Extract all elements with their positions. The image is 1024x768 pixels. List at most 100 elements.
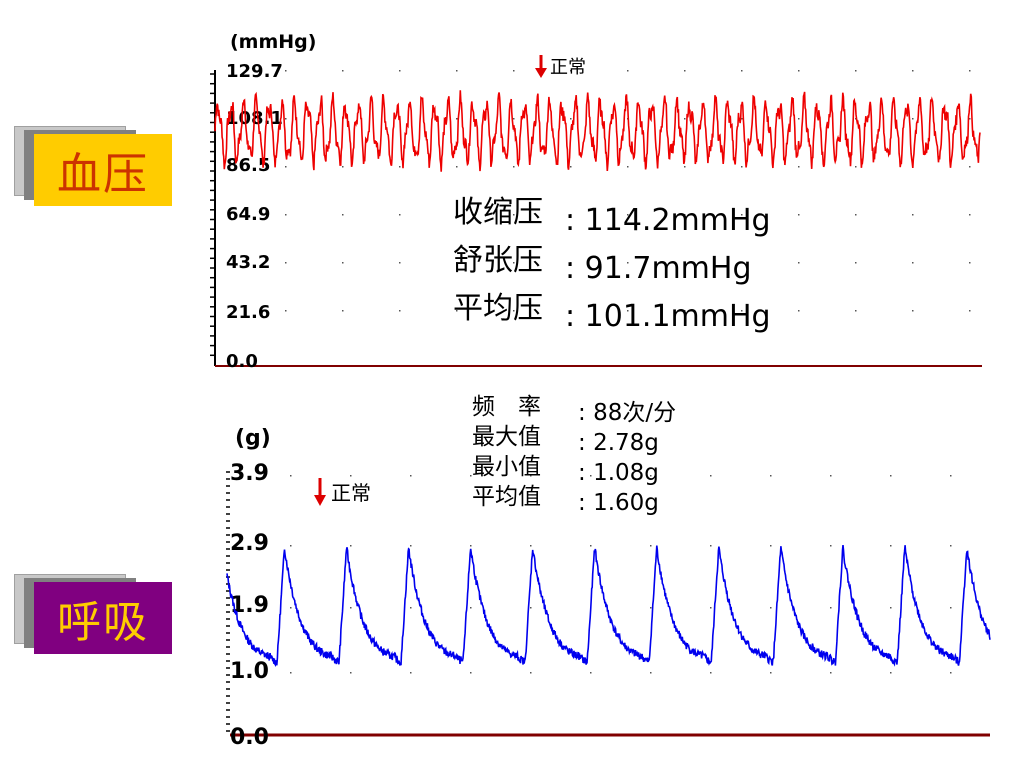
grid-dot	[969, 214, 971, 216]
grid-dot	[650, 545, 652, 547]
grid-dot	[470, 545, 472, 547]
grid-dot	[741, 262, 743, 264]
grid-dot	[684, 70, 686, 72]
resp-unit-label: (g)	[235, 426, 271, 451]
grid-dot	[830, 475, 832, 477]
grid-dot	[285, 310, 287, 312]
grid-dot	[684, 118, 686, 120]
resp-status-marker: 正常	[314, 478, 371, 506]
grid-dot	[290, 475, 292, 477]
bp-label-box: 血压	[14, 126, 172, 206]
down-arrow-icon	[535, 68, 547, 78]
grid-dot	[285, 70, 287, 72]
grid-dot	[399, 262, 401, 264]
resp-stat-label: 最小值	[472, 454, 541, 480]
resp-tick-label: 2.9	[230, 531, 269, 556]
grid-dot	[285, 214, 287, 216]
grid-dot	[350, 672, 352, 674]
grid-dot	[830, 672, 832, 674]
grid-dot	[650, 475, 652, 477]
grid-dot	[350, 607, 352, 609]
resp-tick-label: 1.0	[230, 659, 269, 684]
grid-dot	[456, 70, 458, 72]
grid-dot	[830, 545, 832, 547]
grid-dot	[350, 475, 352, 477]
resp-label-box: 呼吸	[14, 574, 172, 654]
grid-dot	[290, 672, 292, 674]
grid-dot	[770, 475, 772, 477]
grid-dot	[285, 166, 287, 168]
bp-stat-value: : 101.1mmHg	[565, 299, 771, 334]
grid-dot	[570, 262, 572, 264]
grid-dot	[741, 166, 743, 168]
grid-dot	[627, 214, 629, 216]
grid-dot	[912, 214, 914, 216]
resp-stat-value: : 1.08g	[578, 460, 659, 486]
bp-unit-label: (mmHg)	[230, 31, 316, 53]
grid-dot	[290, 545, 292, 547]
grid-dot	[912, 262, 914, 264]
grid-dot	[627, 70, 629, 72]
grid-dot	[950, 475, 952, 477]
grid-dot	[650, 672, 652, 674]
grid-dot	[798, 118, 800, 120]
grid-dot	[399, 166, 401, 168]
bp-status-marker: 正常	[535, 55, 586, 78]
grid-dot	[890, 545, 892, 547]
grid-dot	[770, 607, 772, 609]
resp-stat-value: : 2.78g	[578, 430, 659, 456]
grid-dot	[570, 214, 572, 216]
grid-dot	[285, 262, 287, 264]
grid-dot	[399, 70, 401, 72]
bp-tick-label: 21.6	[226, 302, 270, 323]
grid-dot	[684, 262, 686, 264]
resp-minor-ticks	[226, 471, 230, 732]
grid-dot	[890, 607, 892, 609]
grid-dot	[342, 214, 344, 216]
bp-tick-label: 64.9	[226, 204, 270, 225]
grid-dot	[456, 166, 458, 168]
grid-dot	[570, 118, 572, 120]
grid-dot	[830, 607, 832, 609]
grid-dot	[513, 118, 515, 120]
grid-dot	[350, 545, 352, 547]
grid-dot	[530, 475, 532, 477]
grid-dot	[855, 262, 857, 264]
grid-dot	[770, 672, 772, 674]
grid-dot	[470, 672, 472, 674]
bp-minor-ticks	[210, 73, 215, 357]
bp-stat-label: 平均压	[453, 291, 543, 326]
grid-dot	[912, 70, 914, 72]
grid-dot	[530, 672, 532, 674]
resp-label: 呼吸	[34, 582, 172, 654]
bp-tick-label: 129.7	[226, 61, 283, 82]
grid-dot	[410, 475, 412, 477]
bp-label: 血压	[34, 134, 172, 206]
resp-stat-label: 最大值	[472, 424, 541, 450]
grid-dot	[530, 545, 532, 547]
grid-dot	[285, 118, 287, 120]
resp-stat-value: : 1.60g	[578, 490, 659, 516]
grid-dot	[950, 607, 952, 609]
grid-dot	[342, 310, 344, 312]
grid-dot	[855, 214, 857, 216]
grid-dot	[798, 310, 800, 312]
grid-dot	[456, 118, 458, 120]
grid-dot	[890, 475, 892, 477]
grid-dot	[969, 310, 971, 312]
grid-dot	[950, 545, 952, 547]
grid-dot	[590, 475, 592, 477]
grid-dot	[770, 545, 772, 547]
bp-tick-label: 43.2	[226, 252, 270, 273]
grid-dot	[456, 214, 458, 216]
grid-dot	[855, 310, 857, 312]
bp-stat-label: 收缩压	[453, 195, 543, 230]
grid-dot	[470, 607, 472, 609]
grid-dot	[684, 214, 686, 216]
grid-dot	[969, 70, 971, 72]
grid-dot	[969, 262, 971, 264]
bp-status-text: 正常	[550, 57, 586, 78]
grid-dot	[627, 310, 629, 312]
